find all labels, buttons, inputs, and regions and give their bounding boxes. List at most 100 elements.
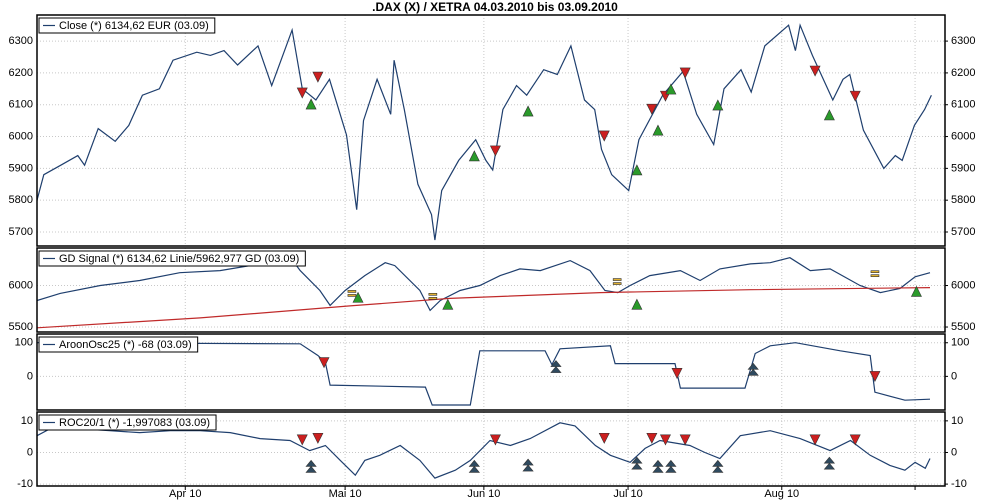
y-tick-label: 6000 (9, 130, 33, 142)
y-tick-label-right: 6000 (951, 279, 975, 291)
signal-marker (652, 459, 664, 473)
legend-label: ROC20/1 (*) -1,997083 (03.09) (59, 417, 210, 429)
x-tick-label: Jun 10 (467, 488, 500, 500)
signal-marker (869, 371, 881, 383)
legend-label: AroonOsc25 (*) -68 (03.09) (59, 339, 192, 351)
series-line (37, 287, 931, 329)
x-tick-label: Mai 10 (329, 488, 362, 500)
signal-marker (849, 434, 861, 446)
signal-marker (910, 285, 922, 297)
y-tick-label-right: 0 (951, 370, 957, 382)
y-tick-label: 6200 (9, 67, 33, 79)
signal-marker (823, 109, 835, 121)
signal-marker (598, 432, 610, 444)
signal-marker (849, 90, 861, 102)
y-tick-label-right: 6000 (951, 130, 975, 142)
y-tick-label: 5700 (9, 226, 33, 238)
y-tick-label: 5500 (9, 321, 33, 333)
legend-box (38, 250, 306, 267)
signal-marker (631, 456, 643, 470)
signal-marker (665, 459, 677, 473)
y-tick-label-right: 6300 (951, 35, 975, 47)
signal-marker (489, 145, 501, 157)
panel-frame (36, 333, 946, 411)
signal-marker (522, 105, 534, 117)
signal-marker (468, 459, 480, 473)
signal-marker (318, 357, 330, 369)
panel-frame (36, 14, 946, 247)
y-tick-label: -10 (17, 478, 33, 490)
y-tick-label-right: 6200 (951, 67, 975, 79)
signal-marker (823, 456, 836, 470)
signal-marker (347, 290, 357, 297)
y-tick-label-right: 5800 (951, 194, 975, 206)
signal-marker (352, 291, 364, 303)
signal-marker (679, 434, 691, 446)
legend: GD Signal (*) 6134,62 Linie/5962,977 GD … (38, 250, 306, 267)
signal-marker (679, 67, 691, 79)
chart-title: .DAX (X) / XETRA 04.03.2010 bis 03.09.20… (372, 0, 618, 14)
legend: ROC20/1 (*) -1,997083 (03.09) (38, 414, 217, 431)
signal-marker (550, 360, 562, 373)
y-tick-label: 0 (27, 370, 33, 382)
y-tick-label: 5900 (9, 162, 33, 174)
signal-marker (296, 87, 308, 99)
signal-marker (305, 459, 317, 473)
y-tick-label-right: 10 (951, 415, 963, 427)
signal-marker (747, 362, 759, 376)
series-line (37, 422, 931, 479)
signal-marker (671, 368, 683, 380)
legend: AroonOsc25 (*) -68 (03.09) (38, 336, 199, 353)
series-line (37, 342, 931, 406)
signal-marker (646, 103, 658, 115)
legend-label: GD Signal (*) 6134,62 Linie/5962,977 GD … (59, 253, 299, 265)
signal-marker (631, 164, 643, 176)
series-line (37, 23, 932, 241)
y-tick-label: 100 (15, 337, 33, 349)
signal-marker (598, 130, 610, 142)
signal-marker (631, 298, 643, 310)
signal-marker (522, 458, 534, 472)
legend: Close (*) 6134,62 EUR (03.09) (38, 17, 216, 34)
panel-frame (36, 411, 946, 487)
y-tick-label: 6000 (9, 279, 33, 291)
signal-marker (312, 432, 324, 444)
y-tick-label: 5800 (9, 194, 33, 206)
x-tick-label: Aug 10 (764, 488, 799, 500)
signal-marker (659, 434, 671, 446)
y-tick-label-right: 0 (951, 446, 957, 458)
signal-marker (305, 98, 317, 110)
legend-box (38, 336, 199, 353)
y-tick-label: 0 (27, 446, 33, 458)
legend-box (38, 414, 217, 431)
y-tick-label: 6300 (9, 35, 33, 47)
y-tick-label: 10 (21, 415, 33, 427)
signal-marker (312, 71, 324, 83)
signal-marker (652, 124, 664, 136)
panel-frame (36, 247, 946, 333)
signal-marker (646, 432, 658, 444)
y-tick-label-right: 100 (951, 337, 969, 349)
signal-marker (712, 99, 724, 111)
signal-marker (712, 459, 724, 473)
y-tick-label-right: 5500 (951, 321, 975, 333)
y-tick-label-right: 5700 (951, 226, 975, 238)
legend-label: Close (*) 6134,62 EUR (03.09) (59, 20, 209, 32)
signal-marker (665, 83, 677, 95)
signal-marker (428, 293, 438, 300)
x-tick-label: Apr 10 (169, 488, 201, 500)
signal-marker (468, 150, 480, 162)
signal-marker (809, 434, 821, 446)
y-tick-label-right: -10 (951, 478, 967, 490)
x-tick-label: Jul 10 (613, 488, 642, 500)
y-tick-label-right: 6100 (951, 99, 975, 111)
signal-marker (809, 65, 821, 77)
y-tick-label: 6100 (9, 99, 33, 111)
signal-marker (870, 270, 880, 277)
y-tick-label-right: 5900 (951, 162, 975, 174)
signal-marker (442, 298, 454, 310)
signal-marker (612, 278, 622, 285)
signal-marker (296, 434, 308, 446)
signal-marker (489, 434, 501, 446)
